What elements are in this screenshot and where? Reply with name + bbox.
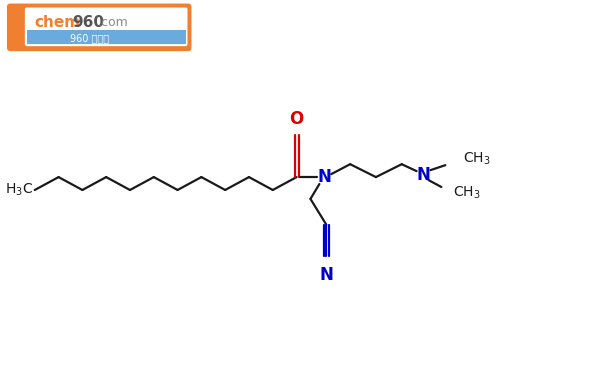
FancyBboxPatch shape — [7, 3, 191, 51]
FancyBboxPatch shape — [25, 8, 188, 46]
Text: O: O — [289, 110, 304, 128]
Text: H$_3$C: H$_3$C — [5, 182, 33, 198]
Text: CH$_3$: CH$_3$ — [463, 151, 491, 167]
Text: 960: 960 — [73, 15, 105, 30]
Text: .com: .com — [97, 16, 128, 29]
FancyBboxPatch shape — [27, 30, 186, 44]
Text: chem: chem — [34, 15, 81, 30]
Text: N: N — [318, 168, 332, 186]
Text: N: N — [417, 166, 430, 184]
Text: CH$_3$: CH$_3$ — [453, 185, 481, 201]
Text: N: N — [319, 266, 333, 284]
Text: 960 化工网: 960 化工网 — [70, 33, 109, 43]
